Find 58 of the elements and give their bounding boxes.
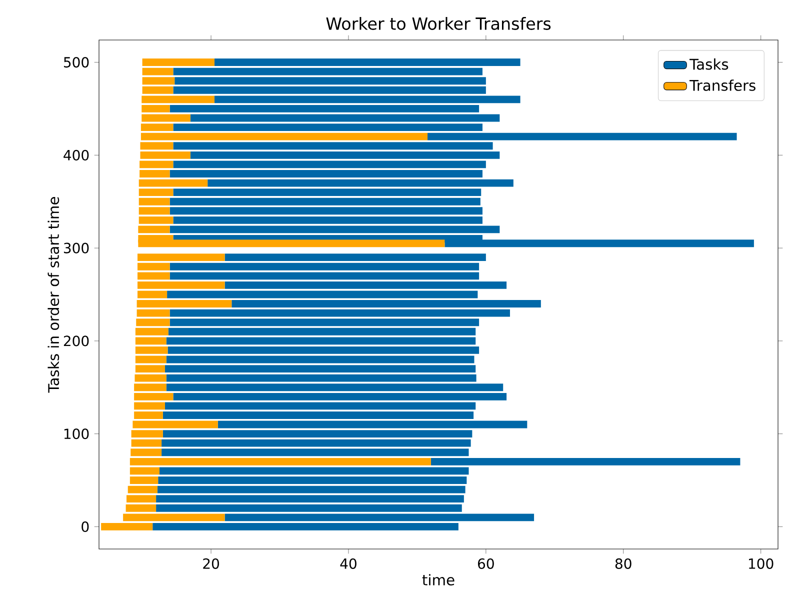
bar bbox=[173, 124, 482, 132]
bar bbox=[173, 188, 482, 196]
bar bbox=[138, 216, 174, 224]
bar bbox=[170, 105, 480, 112]
bar bbox=[135, 365, 165, 373]
bar bbox=[166, 356, 474, 364]
x-tick-label: 100 bbox=[748, 558, 774, 569]
bar bbox=[140, 124, 174, 132]
bar bbox=[131, 430, 163, 438]
x-tick-label: 40 bbox=[340, 558, 356, 569]
bar bbox=[214, 58, 520, 66]
y-tick-label: 500 bbox=[64, 56, 89, 68]
y-tick-label: 100 bbox=[64, 428, 89, 440]
bar bbox=[137, 290, 168, 298]
bar bbox=[208, 179, 514, 187]
bar bbox=[134, 412, 163, 419]
bar bbox=[167, 290, 478, 298]
bar bbox=[142, 114, 190, 122]
bar bbox=[164, 365, 476, 373]
bar bbox=[136, 300, 232, 308]
bar bbox=[232, 300, 541, 308]
bar bbox=[101, 522, 153, 530]
bar bbox=[135, 356, 166, 364]
bar bbox=[142, 105, 170, 112]
bar bbox=[130, 476, 158, 484]
bar bbox=[137, 281, 225, 289]
bar bbox=[140, 170, 170, 178]
bar bbox=[138, 188, 174, 196]
bar bbox=[142, 58, 214, 66]
y-axis-title: Tasks in order of start time bbox=[48, 197, 60, 393]
x-tick-label: 80 bbox=[615, 558, 632, 569]
bar bbox=[152, 522, 458, 530]
bar bbox=[162, 430, 472, 438]
bar bbox=[218, 420, 528, 428]
bar bbox=[224, 281, 507, 289]
bar bbox=[135, 346, 168, 354]
bar bbox=[190, 114, 500, 122]
x-tick-label: 60 bbox=[478, 558, 494, 569]
legend-label: Transfers bbox=[690, 80, 756, 91]
bar bbox=[158, 476, 467, 484]
x-axis-title: time bbox=[422, 574, 454, 586]
bar bbox=[170, 170, 482, 178]
y-tick-label: 200 bbox=[64, 336, 89, 346]
legend-label: Tasks bbox=[690, 58, 728, 70]
bar bbox=[138, 226, 170, 234]
bar bbox=[162, 412, 474, 419]
bar bbox=[137, 254, 225, 262]
chart-title: Worker to Worker Transfers bbox=[326, 17, 551, 30]
y-tick-label: 300 bbox=[64, 242, 89, 254]
x-tick-label: 20 bbox=[203, 558, 219, 569]
bar bbox=[168, 346, 480, 354]
y-tick-label: 400 bbox=[64, 150, 89, 160]
bar bbox=[132, 420, 218, 428]
bar bbox=[224, 254, 486, 262]
bar bbox=[170, 226, 500, 234]
y-tick-label: 0 bbox=[82, 521, 89, 532]
bar bbox=[173, 216, 482, 224]
bar bbox=[138, 179, 208, 187]
